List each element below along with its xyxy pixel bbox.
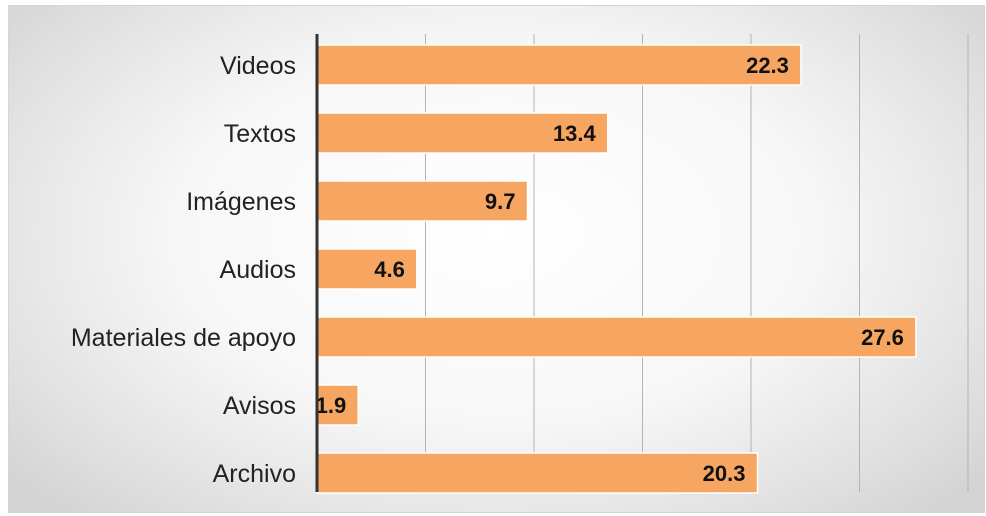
bar-4 xyxy=(316,316,917,358)
value-label: 27.6 xyxy=(861,325,904,350)
category-label: Textos xyxy=(224,120,296,148)
bar-6 xyxy=(316,452,759,494)
category-label: Avisos xyxy=(223,392,296,420)
value-label: 22.3 xyxy=(746,53,789,78)
category-label: Materiales de apoyo xyxy=(71,324,296,352)
value-label: 20.3 xyxy=(703,461,746,486)
bars xyxy=(316,44,917,494)
category-label: Videos xyxy=(220,52,296,80)
gridlines xyxy=(425,34,969,492)
category-label: Archivo xyxy=(213,460,296,488)
value-label: 9.7 xyxy=(485,189,516,214)
category-label: Audios xyxy=(220,256,296,284)
category-labels: Videos Textos Imágenes Audios Materiales de … xyxy=(71,52,296,488)
category-label: Imágenes xyxy=(186,188,296,216)
value-label: 4.6 xyxy=(374,257,405,282)
bar-0 xyxy=(316,44,802,86)
chart-frame xyxy=(8,5,985,513)
value-label: 1.9 xyxy=(316,393,347,418)
value-labels: 22.3 13.4 9.7 4.6 27.6 1.9 20.3 xyxy=(316,53,904,486)
value-label: 13.4 xyxy=(553,121,597,146)
bar-3 xyxy=(316,248,418,290)
bar-2 xyxy=(316,180,529,222)
